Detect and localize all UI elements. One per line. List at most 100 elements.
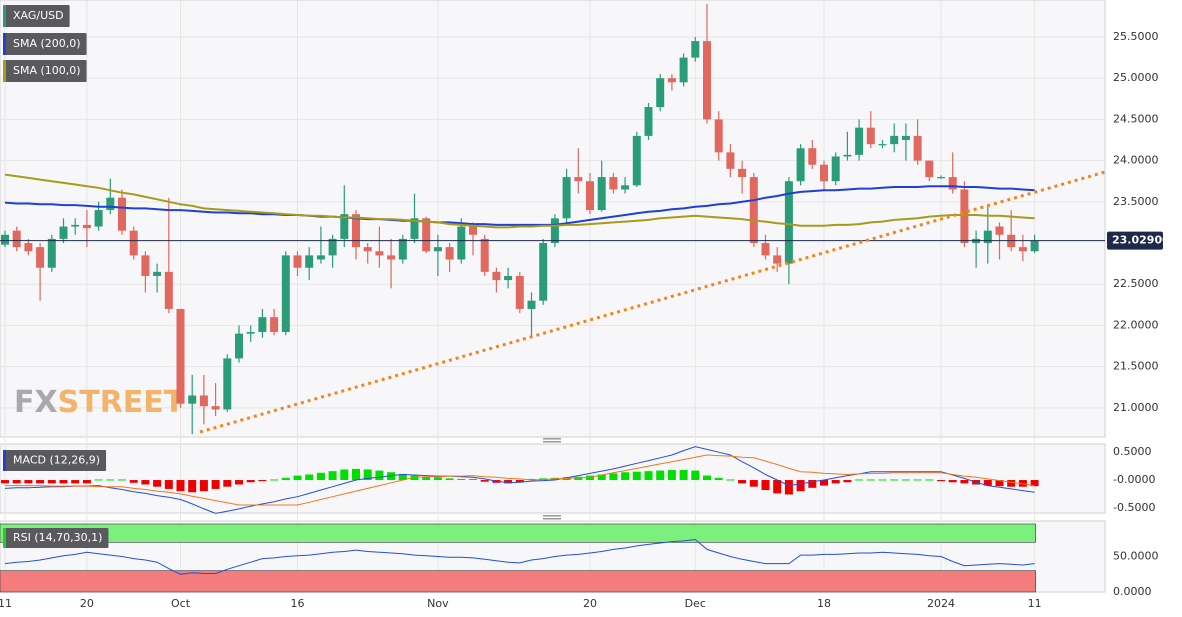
candle-body xyxy=(726,152,735,169)
histogram-bar xyxy=(504,480,513,484)
candle-body xyxy=(855,127,864,155)
y-tick-label: -0.0000 xyxy=(1113,473,1155,486)
histogram-bar xyxy=(59,480,68,484)
histogram-bar xyxy=(118,479,126,481)
legend-box xyxy=(3,60,87,82)
x-tick-label: 11 xyxy=(1028,597,1042,610)
histogram-bar xyxy=(211,480,220,489)
handle[interactable] xyxy=(543,515,561,517)
histogram-bar xyxy=(141,480,150,485)
candle-body xyxy=(82,224,91,229)
histogram-bar xyxy=(960,480,969,484)
handle[interactable] xyxy=(543,441,561,443)
handle[interactable] xyxy=(543,518,561,520)
histogram-bar xyxy=(749,480,758,487)
histogram-bar xyxy=(703,475,711,481)
histogram-bar xyxy=(738,480,747,484)
candle-body xyxy=(808,148,817,165)
histogram-bar xyxy=(188,480,197,493)
histogram-bar xyxy=(995,480,1004,487)
legend-box xyxy=(3,33,87,55)
candle-body xyxy=(106,197,115,211)
histogram-bar xyxy=(387,472,396,481)
candle-body xyxy=(118,197,126,231)
candle-body xyxy=(211,406,220,410)
legend-stripe xyxy=(3,528,6,548)
histogram-bar xyxy=(469,478,477,481)
histogram-bar xyxy=(925,479,934,481)
y-tick-label: 24.0000 xyxy=(1113,154,1159,167)
histogram-bar xyxy=(47,480,56,484)
histogram-bar xyxy=(1030,480,1039,487)
y-tick-label: 0.0000 xyxy=(1113,585,1152,598)
histogram-bar xyxy=(761,480,770,491)
candle-body xyxy=(246,332,255,334)
histogram-bar xyxy=(667,470,676,481)
histogram-bar xyxy=(375,470,384,481)
candle-body xyxy=(656,78,665,108)
candle-body xyxy=(24,243,33,252)
line xyxy=(4,185,1035,226)
candle-body xyxy=(445,247,454,260)
candle-body xyxy=(305,255,314,268)
histogram-bar xyxy=(586,475,594,481)
candle-body xyxy=(410,218,419,239)
legend-item: SMA (200,0) xyxy=(3,33,87,55)
histogram-bar xyxy=(457,478,466,481)
legend-stripe xyxy=(3,5,6,27)
candle-body xyxy=(164,271,173,309)
candle-body xyxy=(188,395,197,404)
candle-body xyxy=(504,275,513,281)
histogram-bar xyxy=(129,480,138,483)
histogram-bar xyxy=(94,479,103,481)
y-tick-label: 0.5000 xyxy=(1113,445,1152,458)
candle-body xyxy=(71,224,80,227)
candle-body xyxy=(340,214,349,239)
legend-item: XAG/USD xyxy=(3,5,70,27)
candle-body xyxy=(983,230,992,244)
histogram-bar xyxy=(597,474,606,481)
legend-stripe xyxy=(3,60,6,82)
plot xyxy=(0,4,1105,593)
candle-body xyxy=(667,78,676,83)
histogram-bar xyxy=(773,480,782,494)
histogram-bar xyxy=(199,480,208,492)
y-tick-label: 22.0000 xyxy=(1113,318,1159,331)
candle-body xyxy=(609,177,618,190)
line xyxy=(5,454,1035,506)
legend-item: RSI (14,70,30,1) xyxy=(3,528,109,548)
histogram-bar xyxy=(164,480,173,489)
candle-body xyxy=(831,156,840,182)
candle-body xyxy=(925,160,934,178)
candle-body xyxy=(270,317,279,333)
candle-body xyxy=(761,243,770,256)
histogram-bar xyxy=(726,479,735,481)
candle-body xyxy=(586,181,594,211)
histogram-bar xyxy=(901,479,910,481)
histogram-bar xyxy=(82,480,91,484)
histogram-bar xyxy=(176,480,185,492)
legend-item: MACD (12,26,9) xyxy=(3,450,107,471)
candle-body xyxy=(1018,247,1027,252)
candle-body xyxy=(387,255,396,260)
candle-body xyxy=(878,144,887,146)
candle-body xyxy=(820,164,828,182)
candle-body xyxy=(843,154,852,157)
x-tick-label: Oct xyxy=(171,597,191,610)
candle-body xyxy=(960,189,969,244)
candle-body xyxy=(469,226,477,235)
histogram-bar xyxy=(12,480,21,484)
histogram-bar xyxy=(831,480,840,484)
legend-box xyxy=(3,528,109,548)
candle-body xyxy=(281,255,290,333)
handle[interactable] xyxy=(543,438,561,440)
candle-body xyxy=(223,358,232,410)
histogram-bar xyxy=(235,480,243,485)
histogram-bar xyxy=(808,480,817,488)
x-tick-label: 18 xyxy=(817,597,831,610)
candle-body xyxy=(1030,240,1039,252)
histogram-bar xyxy=(270,479,279,481)
histogram-bar xyxy=(820,480,828,486)
candle-body xyxy=(363,247,372,252)
